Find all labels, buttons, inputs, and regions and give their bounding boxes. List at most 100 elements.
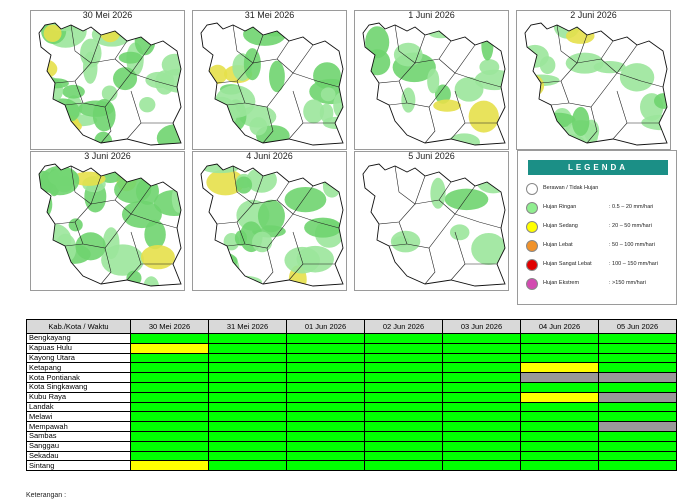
- forecast-cell: [520, 333, 599, 344]
- map-panel: 2 Juni 2026: [516, 10, 671, 150]
- rain-area: [201, 251, 238, 271]
- rain-area: [284, 246, 320, 274]
- forecast-cell: [598, 450, 677, 462]
- district-border: [398, 213, 456, 249]
- forecast-cell: [442, 352, 521, 364]
- region-name: Sambas: [26, 430, 131, 442]
- district-border: [550, 102, 570, 106]
- forecast-cell: [130, 430, 209, 442]
- district-border: [100, 247, 112, 285]
- forecast-cell: [364, 372, 443, 383]
- district-border: [560, 72, 618, 108]
- date-column-header: 04 Jun 2026: [520, 319, 599, 334]
- forecast-cell: [364, 421, 443, 432]
- forecast-cell: [286, 440, 365, 452]
- rain-area: [71, 171, 106, 186]
- rain-area: [143, 276, 160, 286]
- forecast-cell: [598, 401, 677, 413]
- forecast-cell: [598, 440, 677, 452]
- rainfall-map: [200, 22, 344, 146]
- district-border: [424, 247, 436, 285]
- district-border: [292, 72, 340, 88]
- district-border: [288, 90, 304, 140]
- rain-area: [134, 26, 156, 56]
- forecast-cell: [130, 450, 209, 462]
- district-border: [388, 243, 408, 247]
- forecast-cell: [364, 333, 443, 344]
- rain-area: [449, 224, 470, 241]
- forecast-cell: [208, 333, 287, 344]
- forecast-cell: [442, 450, 521, 462]
- table-row: Mempawah: [26, 421, 677, 432]
- legend-item: Hujan Ekstrem: >150 mm/hari: [526, 278, 676, 292]
- forecast-table: Kab./Kota / Waktu 30 Mei 2026 31 Mei 2026 0…: [26, 319, 677, 472]
- map-panel: 31 Mei 2026: [192, 10, 347, 150]
- table-row: Sambas: [26, 430, 677, 442]
- forecast-cell: [130, 372, 209, 383]
- legend-range: : 100 – 150 mm/hari: [609, 261, 658, 267]
- rain-area: [102, 227, 120, 260]
- legend-item: Hujan Sedang: 20 – 50 mm/hari: [526, 221, 676, 235]
- forecast-cell: [598, 421, 677, 432]
- legend-item: Berawan / Tidak Hujan: [526, 183, 676, 197]
- forecast-cell: [208, 362, 287, 374]
- rain-area: [647, 29, 667, 42]
- rain-area: [525, 74, 545, 98]
- rainfall-map: [524, 22, 668, 146]
- forecast-cell: [442, 421, 521, 432]
- district-border: [70, 165, 102, 205]
- rain-area: [206, 169, 245, 196]
- forecast-cell: [130, 440, 209, 452]
- rain-area: [118, 51, 143, 64]
- forecast-cell: [520, 440, 599, 452]
- rain-area: [68, 218, 83, 232]
- rain-area: [126, 164, 139, 175]
- forecast-cell: [364, 440, 443, 452]
- rain-area: [333, 92, 343, 119]
- rain-area: [284, 186, 327, 213]
- forecast-cell: [520, 411, 599, 423]
- rain-area: [365, 26, 390, 59]
- forecast-cell: [208, 381, 287, 393]
- forecast-cell: [130, 352, 209, 364]
- forecast-cell: [442, 342, 521, 354]
- legend-swatch: [526, 183, 538, 195]
- region-name: Sekadau: [26, 450, 131, 462]
- forecast-cell: [208, 440, 287, 452]
- map-date-title: 1 Juni 2026: [408, 10, 455, 20]
- district-border: [398, 72, 456, 108]
- rain-area: [43, 78, 69, 89]
- rain-area: [101, 85, 118, 102]
- rain-area: [206, 96, 238, 130]
- district-border: [64, 102, 84, 106]
- region-name: Kubu Raya: [26, 391, 131, 403]
- forecast-cell: [520, 391, 599, 403]
- forecast-cell: [286, 333, 365, 344]
- forecast-cell: [286, 352, 365, 364]
- legend-range: : 20 – 50 mm/hari: [609, 223, 652, 229]
- forecast-cell: [208, 421, 287, 432]
- forecast-cell: [442, 440, 521, 452]
- legend-label: Hujan Lebat: [543, 242, 573, 248]
- forecast-cell: [286, 372, 365, 383]
- district-border: [378, 203, 416, 225]
- forecast-cell: [286, 401, 365, 413]
- district-border: [616, 72, 664, 88]
- forecast-cell: [598, 411, 677, 423]
- district-border: [394, 165, 426, 205]
- legend-swatch: [526, 240, 538, 252]
- table-row: Melawi: [26, 411, 677, 423]
- rain-area: [619, 63, 655, 92]
- rain-area: [433, 99, 461, 112]
- map-date-title: 31 Mei 2026: [244, 10, 295, 20]
- rain-area: [92, 98, 116, 132]
- forecast-cell: [286, 381, 365, 393]
- rain-area: [161, 53, 181, 76]
- table-row: Kota Pontianak: [26, 372, 677, 383]
- table-row: Kota Singkawang: [26, 381, 677, 393]
- region-column-header: Kab./Kota / Waktu: [26, 319, 131, 334]
- forecast-cell: [364, 362, 443, 374]
- map-date-title: 5 Juni 2026: [408, 151, 455, 161]
- rain-area: [94, 131, 113, 145]
- rainfall-map: [200, 163, 344, 287]
